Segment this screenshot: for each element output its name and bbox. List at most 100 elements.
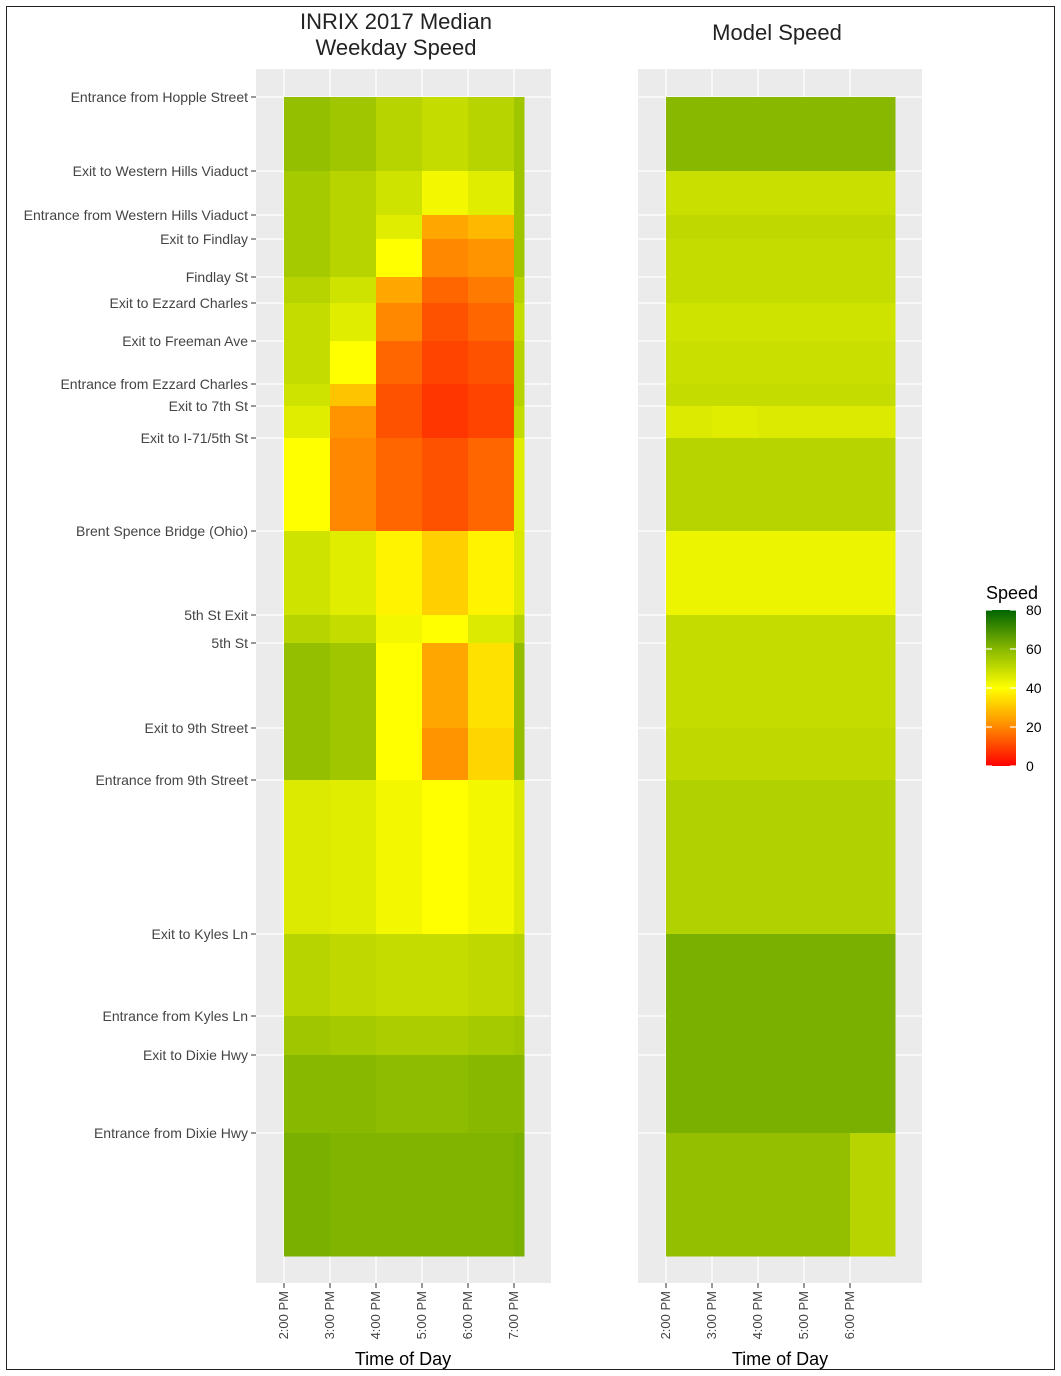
heatmap-cell [468,780,515,935]
heatmap-cell [666,1133,713,1257]
legend-title: Speed [986,583,1038,603]
heatmap-cell [376,97,423,172]
heatmap-cell [666,438,713,532]
heatmap-cell [712,934,759,1017]
heatmap-cell [804,531,851,616]
heatmap-cell [376,643,423,729]
heatmap-cell [758,1133,805,1257]
y-tick-label: Exit to 9th Street [145,720,249,736]
heatmap-cell [758,97,805,172]
heatmap-cell [376,406,423,439]
heatmap-cell [284,277,331,304]
heatmap-cell [468,171,515,216]
heatmap-cell [850,277,896,304]
heatmap-cell [468,934,515,1017]
heatmap-cell [284,239,331,278]
heatmap-cell [850,215,896,240]
heatmap-cell [422,780,469,935]
heatmap-cell [804,1133,851,1257]
x-tick-label: 7:00 PM [506,1291,521,1339]
heatmap-cell [514,780,525,935]
heatmap-cell [284,384,331,407]
heatmap-cell [666,531,713,616]
heatmap-cell [804,341,851,385]
heatmap-cell [514,406,525,439]
heatmap-cell [468,531,515,616]
heatmap-cell [468,239,515,278]
heatmap-cell [804,239,851,278]
heatmap-cell [850,97,896,172]
x-tick-label: 5:00 PM [414,1291,429,1339]
heatmap-cell [712,239,759,278]
y-tick-label: 5th St [211,635,248,651]
heatmap-cell [804,438,851,532]
x-tick-label: 6:00 PM [842,1291,857,1339]
y-tick-label: Exit to Kyles Ln [152,926,249,942]
heatmap-cell [850,406,896,439]
heatmap-cell [758,780,805,935]
heatmap-cell [468,277,515,304]
heatmap-cell [850,303,896,342]
heatmap-cell [712,780,759,935]
heatmap-cell [758,643,805,729]
heatmap-cell [666,1016,713,1056]
y-tick-label: Entrance from Hopple Street [71,89,249,105]
heatmap-cell [850,728,896,781]
heatmap-cell [666,277,713,304]
heatmap-cell [330,1133,377,1257]
heatmap-cell [666,239,713,278]
heatmap-cell [712,97,759,172]
heatmap-cell [514,303,525,342]
heatmap-cell [666,615,713,644]
heatmap-cell [468,1133,515,1257]
legend-tick-label: 20 [1026,719,1042,735]
legend-tick-label: 80 [1026,602,1042,618]
heatmap-cell [284,341,331,385]
heatmap-cell [376,341,423,385]
heatmap-cell [804,303,851,342]
heatmap-cell [284,438,331,532]
heatmap-cell [758,934,805,1017]
heatmap-cell [712,341,759,385]
heatmap-cell [758,277,805,304]
heatmap-cell [468,643,515,729]
heatmap-cell [376,780,423,935]
heatmap-cell [468,215,515,240]
heatmap-cell [376,1133,423,1257]
heatmap-cell [514,934,525,1017]
heatmap-cell [422,934,469,1017]
heatmap-cell [804,277,851,304]
heatmap-cell [666,303,713,342]
y-tick-label: Exit to Freeman Ave [122,333,248,349]
heatmap-cell [758,215,805,240]
heatmap-cell [758,615,805,644]
heatmap-cell [712,406,759,439]
heatmap-cell [376,303,423,342]
heatmap-cell [804,1055,851,1134]
legend-tick-label: 60 [1026,641,1042,657]
heatmap-cell [422,615,469,644]
heatmap-cell [468,438,515,532]
heatmap-cell [422,438,469,532]
heatmap-cell [330,277,377,304]
heatmap-cell [514,1016,525,1056]
heatmap-cell [666,341,713,385]
heatmap-cell [376,728,423,781]
heatmap-cell [514,171,525,216]
heatmap-cell [376,277,423,304]
heatmap-cell [284,1133,331,1257]
heatmap-cell [422,1133,469,1257]
heatmap-cell [712,171,759,216]
heatmap-cell [330,171,377,216]
heatmap-cell [376,615,423,644]
heatmap-cell [468,615,515,644]
heatmap-cell [330,438,377,532]
heatmap-cell [468,728,515,781]
heatmap-cell [422,406,469,439]
heatmap-cell [712,531,759,616]
heatmap-cell [330,384,377,407]
heatmap-cell [422,97,469,172]
heatmap-cell [422,1055,469,1134]
heatmap-cell [850,1133,896,1257]
heatmap-cell [514,215,525,240]
